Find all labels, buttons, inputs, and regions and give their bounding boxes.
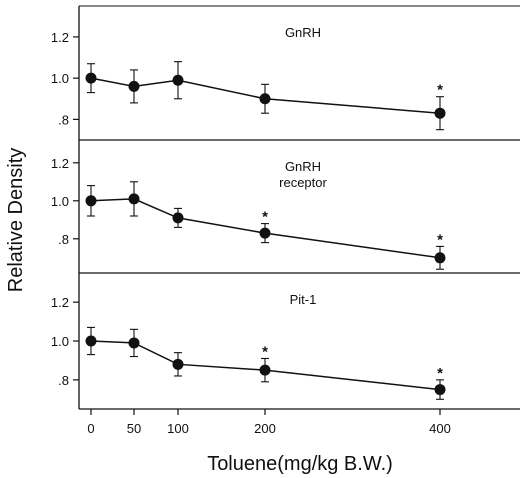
x-axis: 0 50 100 200 400 [87, 409, 451, 436]
x-tick-label: 50 [127, 421, 141, 436]
x-tick-label: 0 [87, 421, 94, 436]
panel-label: GnRH [285, 25, 321, 40]
x-axis-title: Toluene(mg/kg B.W.) [207, 453, 393, 475]
data-point [85, 72, 97, 84]
data-point [434, 384, 446, 396]
data-point [172, 212, 184, 224]
x-tick-label: 200 [254, 421, 276, 436]
panel-label: GnRH [285, 159, 321, 174]
significance-star: * [437, 365, 443, 382]
significance-star: * [437, 82, 443, 99]
panel-label: receptor [279, 175, 327, 190]
data-point [85, 335, 97, 347]
panel-0: 1.2 1.0 .8 GnRH * [51, 25, 446, 131]
y-tick-label: 1.0 [51, 194, 69, 209]
data-point [434, 107, 446, 119]
y-tick-label: 1.0 [51, 334, 69, 349]
y-tick-label: 1.2 [51, 295, 69, 310]
chart-panels: 1.21.0.8GnRH*1.21.0.8GnRHreceptor**1.21.… [51, 25, 520, 400]
significance-star: * [262, 343, 268, 360]
data-point [259, 93, 271, 105]
data-point [85, 195, 97, 207]
x-tick-label: 400 [429, 421, 451, 436]
plot-frame [78, 5, 520, 410]
significance-star: * [262, 209, 268, 226]
data-point [128, 80, 140, 92]
x-tick-label: 100 [167, 421, 189, 436]
y-axis-title: Relative Density [5, 148, 27, 293]
y-tick-label: 1.2 [51, 30, 69, 45]
panel-label: Pit-1 [290, 292, 317, 307]
data-point [259, 227, 271, 239]
y-tick-label: 1.2 [51, 156, 69, 171]
data-point [259, 364, 271, 376]
data-point [172, 358, 184, 370]
panel-2: 1.2 1.0 .8 Pit-1 * * [51, 272, 520, 400]
y-tick-label: 1.0 [51, 71, 69, 86]
data-point [172, 74, 184, 86]
data-point [128, 337, 140, 349]
y-tick-label: .8 [58, 112, 69, 127]
data-point [128, 193, 140, 205]
data-point [434, 252, 446, 264]
y-tick-label: .8 [58, 232, 69, 247]
significance-star: * [437, 231, 443, 248]
y-tick-label: .8 [58, 373, 69, 388]
